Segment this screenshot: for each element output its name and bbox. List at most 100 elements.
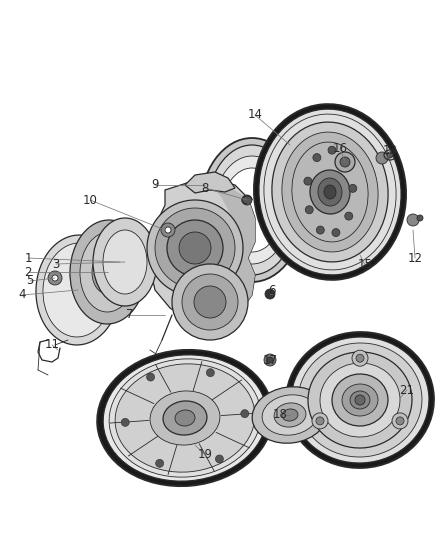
Circle shape — [267, 357, 273, 363]
Ellipse shape — [194, 286, 226, 318]
Circle shape — [316, 226, 324, 234]
Ellipse shape — [147, 200, 243, 296]
Text: 4: 4 — [18, 288, 26, 302]
Circle shape — [121, 418, 129, 426]
Ellipse shape — [262, 395, 318, 435]
Ellipse shape — [340, 157, 350, 167]
Ellipse shape — [103, 230, 147, 294]
Polygon shape — [185, 172, 235, 193]
Text: 19: 19 — [198, 448, 212, 462]
Ellipse shape — [254, 104, 406, 280]
Circle shape — [215, 455, 223, 463]
Circle shape — [316, 417, 324, 425]
Ellipse shape — [335, 152, 355, 172]
Ellipse shape — [310, 170, 350, 214]
Circle shape — [241, 410, 249, 418]
Circle shape — [345, 212, 353, 220]
Circle shape — [396, 417, 404, 425]
Ellipse shape — [97, 350, 273, 486]
Text: 15: 15 — [357, 259, 372, 271]
Circle shape — [342, 158, 350, 166]
Ellipse shape — [93, 218, 157, 306]
Circle shape — [407, 214, 419, 226]
Text: 17: 17 — [262, 353, 278, 367]
Text: 6: 6 — [268, 284, 276, 296]
Ellipse shape — [163, 401, 207, 435]
Ellipse shape — [43, 243, 113, 337]
Ellipse shape — [318, 178, 342, 206]
Text: 11: 11 — [45, 338, 60, 351]
Text: 12: 12 — [407, 252, 423, 264]
Circle shape — [376, 152, 388, 164]
Ellipse shape — [308, 352, 412, 448]
Circle shape — [147, 373, 155, 381]
Circle shape — [304, 177, 312, 185]
Circle shape — [356, 354, 364, 362]
Ellipse shape — [109, 359, 261, 477]
Ellipse shape — [103, 355, 267, 481]
Ellipse shape — [115, 364, 255, 472]
Text: 21: 21 — [399, 384, 414, 397]
Ellipse shape — [155, 208, 235, 288]
Text: 5: 5 — [26, 274, 34, 287]
Circle shape — [48, 271, 62, 285]
Ellipse shape — [291, 337, 429, 463]
Circle shape — [313, 154, 321, 161]
Circle shape — [392, 413, 408, 429]
Ellipse shape — [214, 156, 290, 264]
Text: 1: 1 — [24, 252, 32, 264]
Ellipse shape — [92, 250, 124, 294]
Circle shape — [305, 206, 313, 214]
Circle shape — [352, 350, 368, 366]
Circle shape — [265, 289, 275, 299]
Circle shape — [332, 229, 340, 237]
Circle shape — [312, 413, 328, 429]
Ellipse shape — [350, 391, 370, 409]
Ellipse shape — [332, 374, 388, 426]
Ellipse shape — [207, 145, 297, 275]
Ellipse shape — [282, 132, 378, 252]
Text: 14: 14 — [247, 109, 262, 122]
Ellipse shape — [222, 168, 282, 252]
Ellipse shape — [264, 114, 396, 270]
Ellipse shape — [200, 138, 304, 282]
Ellipse shape — [320, 363, 400, 437]
Text: 18: 18 — [272, 408, 287, 422]
Circle shape — [349, 184, 357, 192]
Circle shape — [155, 459, 164, 467]
Ellipse shape — [179, 232, 211, 264]
Ellipse shape — [342, 384, 378, 416]
Ellipse shape — [274, 403, 306, 427]
Ellipse shape — [286, 332, 434, 468]
Circle shape — [206, 369, 214, 377]
Ellipse shape — [175, 410, 195, 426]
Ellipse shape — [80, 232, 136, 312]
Circle shape — [52, 275, 58, 281]
Text: 3: 3 — [52, 257, 60, 271]
Ellipse shape — [282, 409, 298, 421]
Text: 2: 2 — [24, 265, 32, 279]
Text: 16: 16 — [332, 141, 347, 155]
Ellipse shape — [298, 343, 422, 457]
Circle shape — [242, 195, 252, 205]
Text: 7: 7 — [126, 309, 134, 321]
Ellipse shape — [324, 185, 336, 199]
Polygon shape — [150, 180, 255, 325]
Text: 10: 10 — [82, 193, 97, 206]
Circle shape — [328, 146, 336, 154]
Ellipse shape — [150, 391, 220, 445]
Ellipse shape — [70, 220, 146, 324]
Ellipse shape — [272, 122, 388, 262]
Ellipse shape — [355, 395, 365, 405]
Circle shape — [165, 227, 171, 233]
Ellipse shape — [252, 387, 328, 443]
Circle shape — [264, 354, 276, 366]
Ellipse shape — [36, 235, 120, 345]
Polygon shape — [215, 185, 255, 322]
Ellipse shape — [182, 274, 238, 330]
Text: 8: 8 — [201, 182, 208, 195]
Circle shape — [387, 152, 393, 158]
Ellipse shape — [292, 142, 368, 242]
Text: 9: 9 — [151, 179, 159, 191]
Circle shape — [417, 215, 423, 221]
